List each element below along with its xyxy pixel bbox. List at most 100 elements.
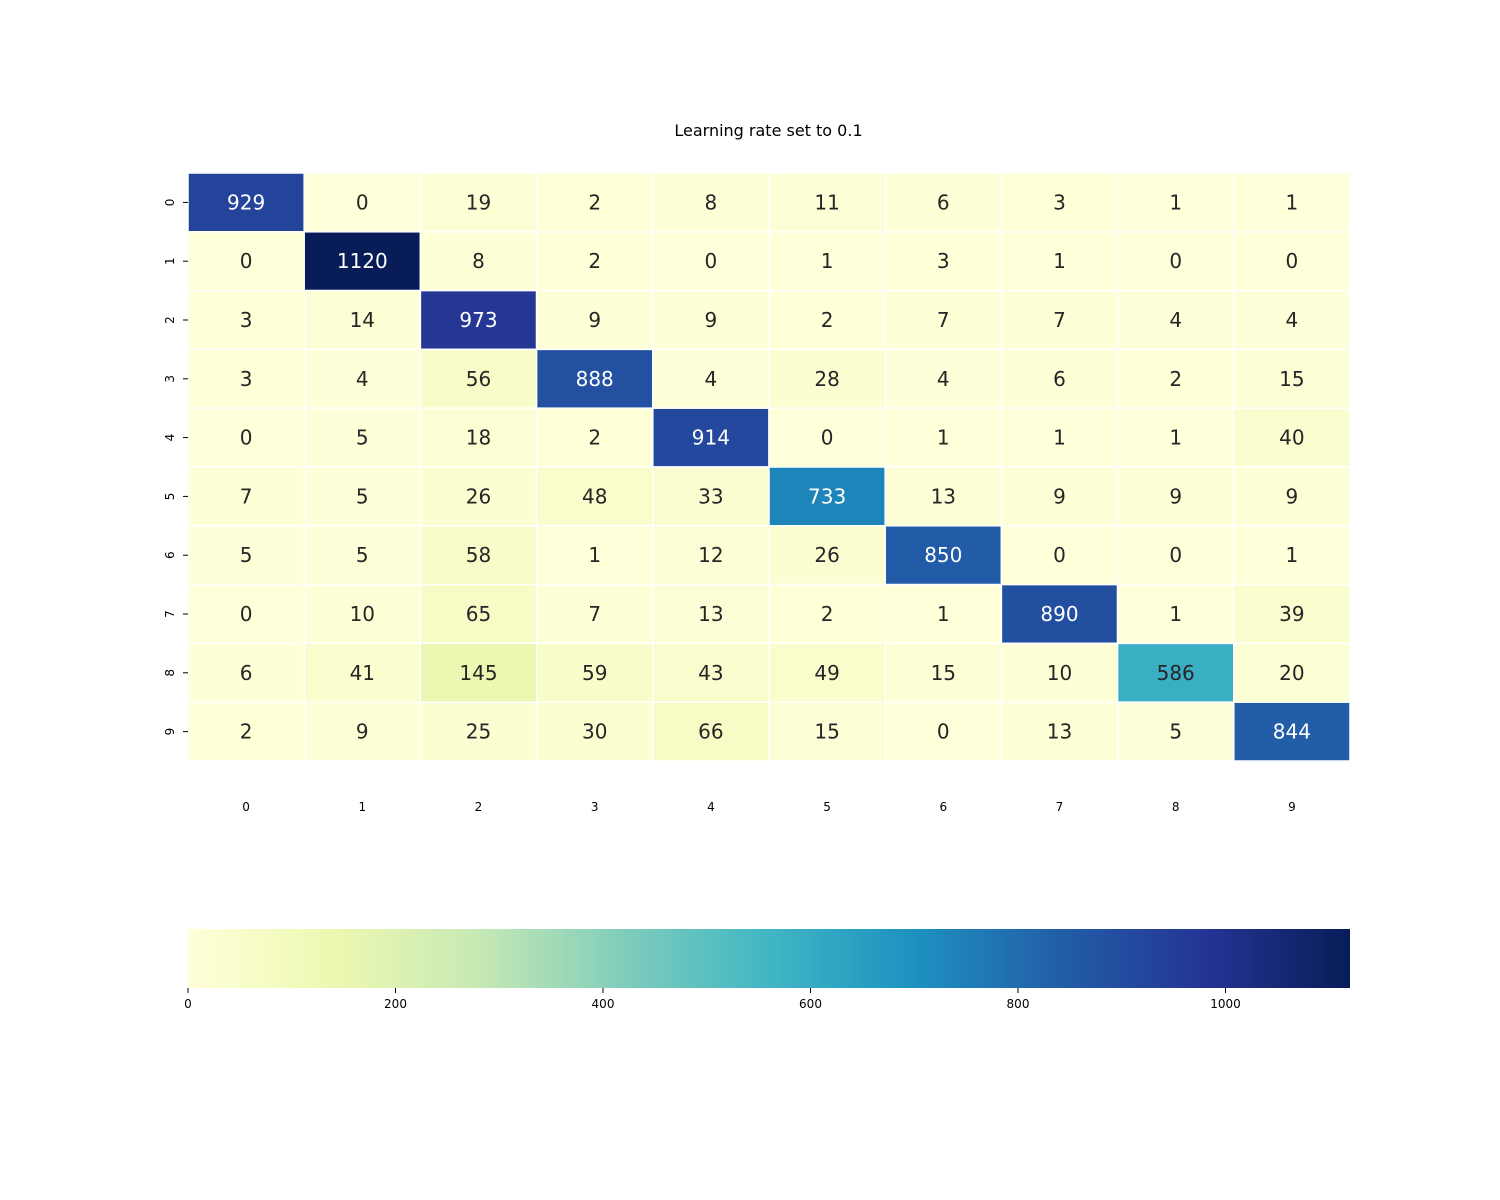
- heatmap-cell: [1233, 172, 1351, 233]
- cell-value-label: 40: [1279, 426, 1304, 450]
- cell-value-label: 0: [240, 426, 253, 450]
- cell-value-label: 41: [350, 661, 375, 685]
- heatmap-cell: [652, 583, 770, 645]
- cell-value-label: 4: [937, 367, 950, 391]
- x-axis: 0 1 2 3 4 5 6 7 8 9: [242, 800, 1295, 814]
- cell-value-label: 3: [240, 308, 253, 332]
- cell-value-label: 13: [698, 602, 723, 626]
- cell-value-label: 26: [466, 484, 491, 508]
- cell-value-label: 15: [1279, 367, 1304, 391]
- heatmap-cell: [1000, 172, 1119, 233]
- heatmap-cell: [884, 289, 1003, 351]
- cell-value-label: 4: [356, 367, 369, 391]
- heatmap-cell: [884, 231, 1003, 292]
- cell-value-label: 0: [356, 190, 369, 214]
- cell-value-label: 2: [821, 308, 834, 332]
- heatmap-cell: [535, 466, 654, 527]
- heatmap-cell: [187, 289, 305, 351]
- cell-value-label: 3: [937, 249, 950, 273]
- cell-value-label: 10: [350, 602, 375, 626]
- heatmap-cell: [303, 583, 422, 645]
- cell-value-label: 19: [466, 190, 491, 214]
- heatmap-cell: [535, 642, 654, 703]
- x-tick-label: 1: [358, 800, 366, 814]
- heatmap-cell: [768, 407, 886, 468]
- cell-value-label: 13: [1047, 720, 1072, 744]
- cell-value-label: 2: [588, 190, 601, 214]
- heatmap-cell: [419, 289, 538, 351]
- cell-value-label: 58: [466, 543, 491, 567]
- heatmap-cell: [303, 289, 422, 351]
- heatmap-cell: [1116, 583, 1235, 645]
- heatmap-cell: [884, 583, 1003, 645]
- cell-value-label: 8: [705, 190, 718, 214]
- heatmap-cell: [419, 407, 538, 468]
- heatmap-cell: [884, 525, 1003, 586]
- cell-value-label: 5: [356, 543, 369, 567]
- heatmap-cell: [303, 642, 422, 703]
- heatmap-cell: [1000, 583, 1119, 645]
- cell-value-label: 0: [1169, 249, 1182, 273]
- cell-value-label: 1: [588, 543, 601, 567]
- cell-value-label: 0: [821, 426, 834, 450]
- cell-value-label: 15: [814, 720, 839, 744]
- cell-value-label: 5: [356, 426, 369, 450]
- cell-value-label: 28: [814, 367, 839, 391]
- cell-value-label: 13: [931, 484, 956, 508]
- cell-value-label: 586: [1157, 661, 1195, 685]
- heatmap-cell: [652, 407, 770, 468]
- cell-value-label: 0: [240, 602, 253, 626]
- heatmap-cell: [1116, 701, 1235, 762]
- cell-value-label: 1: [937, 602, 950, 626]
- cell-value-label: 888: [576, 367, 614, 391]
- cell-value-label: 9: [705, 308, 718, 332]
- cell-value-label: 59: [582, 661, 607, 685]
- y-tick-label: 7: [163, 610, 177, 618]
- cell-value-label: 0: [937, 720, 950, 744]
- cell-value-label: 2: [588, 249, 601, 273]
- heatmap-cell: [1233, 289, 1351, 351]
- cell-value-label: 6: [1053, 367, 1066, 391]
- cell-value-label: 0: [240, 249, 253, 273]
- cell-value-label: 66: [698, 720, 723, 744]
- cell-value-label: 26: [814, 543, 839, 567]
- x-tick-label: 0: [242, 800, 250, 814]
- x-tick-label: 6: [939, 800, 947, 814]
- x-tick-label: 4: [707, 800, 715, 814]
- colorbar-tick-label: 0: [184, 997, 192, 1011]
- cell-value-label: 48: [582, 484, 607, 508]
- colorbar-tick-label: 1000: [1210, 997, 1241, 1011]
- heatmap-cell: [768, 172, 886, 233]
- cell-value-label: 30: [582, 720, 607, 744]
- cell-value-label: 9: [588, 308, 601, 332]
- cell-value-label: 15: [931, 661, 956, 685]
- colorbar-bar: [188, 929, 1350, 988]
- heatmap-cell: [652, 701, 770, 762]
- chart-title: Learning rate set to 0.1: [674, 121, 862, 140]
- heatmap-cell: [535, 583, 654, 645]
- cell-value-label: 39: [1279, 602, 1304, 626]
- colorbar-tick-label: 800: [1007, 997, 1030, 1011]
- y-tick-label: 2: [163, 316, 177, 324]
- heatmap-cell: [1233, 231, 1351, 292]
- cell-value-label: 9: [1169, 484, 1182, 508]
- heatmap-cell: [1116, 348, 1235, 409]
- heatmap-cell: [652, 466, 770, 527]
- cell-value-label: 1: [1169, 426, 1182, 450]
- cell-value-label: 2: [1169, 367, 1182, 391]
- y-tick-label: 6: [163, 551, 177, 559]
- cell-value-label: 1: [937, 426, 950, 450]
- cell-value-label: 0: [1286, 249, 1299, 273]
- cell-value-label: 850: [924, 543, 962, 567]
- heatmap-cell: [303, 701, 422, 762]
- heatmap-cell: [419, 701, 538, 762]
- x-tick-label: 2: [475, 800, 483, 814]
- heatmap-cell: [1233, 348, 1351, 409]
- heatmap-cell: [1000, 231, 1119, 292]
- heatmap-cell: [419, 466, 538, 527]
- cell-value-label: 1: [821, 249, 834, 273]
- x-tick-label: 3: [591, 800, 599, 814]
- heatmap-cell: [1116, 642, 1235, 703]
- cell-value-label: 33: [698, 484, 723, 508]
- heatmap-cell: [419, 642, 538, 703]
